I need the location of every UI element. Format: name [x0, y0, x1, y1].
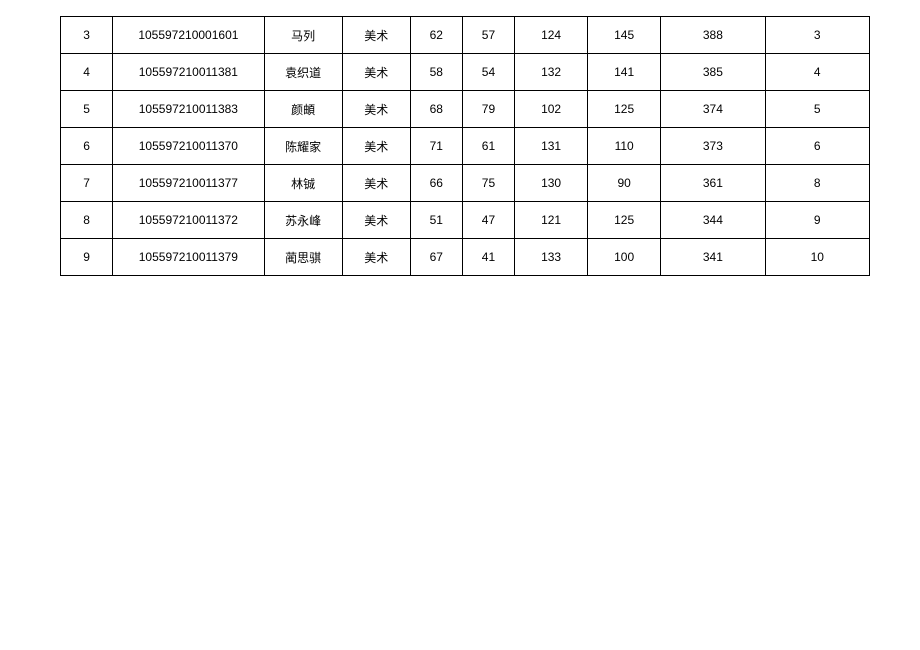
- cell-total: 373: [661, 128, 765, 165]
- cell-score2: 57: [462, 17, 514, 54]
- cell-id: 105597210011383: [113, 91, 264, 128]
- table-row: 4 105597210011381 袁织道 美术 58 54 132 141 3…: [61, 54, 870, 91]
- cell-total: 341: [661, 239, 765, 276]
- cell-rank: 5: [765, 91, 869, 128]
- cell-score3: 102: [515, 91, 588, 128]
- cell-subject: 美术: [342, 165, 410, 202]
- cell-index: 5: [61, 91, 113, 128]
- cell-rank: 8: [765, 165, 869, 202]
- cell-name: 苏永峰: [264, 202, 342, 239]
- cell-name: 林铖: [264, 165, 342, 202]
- cell-score4: 90: [588, 165, 661, 202]
- cell-score4: 125: [588, 202, 661, 239]
- table-row: 8 105597210011372 苏永峰 美术 51 47 121 125 3…: [61, 202, 870, 239]
- cell-total: 388: [661, 17, 765, 54]
- cell-score3: 124: [515, 17, 588, 54]
- cell-score4: 110: [588, 128, 661, 165]
- cell-id: 105597210011377: [113, 165, 264, 202]
- table-row: 7 105597210011377 林铖 美术 66 75 130 90 361…: [61, 165, 870, 202]
- cell-score1: 58: [410, 54, 462, 91]
- cell-index: 6: [61, 128, 113, 165]
- cell-name: 颜頔: [264, 91, 342, 128]
- cell-subject: 美术: [342, 91, 410, 128]
- cell-score4: 125: [588, 91, 661, 128]
- cell-id: 105597210001601: [113, 17, 264, 54]
- cell-score4: 100: [588, 239, 661, 276]
- cell-score1: 51: [410, 202, 462, 239]
- cell-index: 8: [61, 202, 113, 239]
- table-row: 6 105597210011370 陈耀家 美术 71 61 131 110 3…: [61, 128, 870, 165]
- cell-total: 374: [661, 91, 765, 128]
- cell-rank: 6: [765, 128, 869, 165]
- table-row: 3 105597210001601 马列 美术 62 57 124 145 38…: [61, 17, 870, 54]
- cell-score2: 75: [462, 165, 514, 202]
- cell-total: 385: [661, 54, 765, 91]
- cell-subject: 美术: [342, 17, 410, 54]
- cell-score1: 67: [410, 239, 462, 276]
- cell-score2: 79: [462, 91, 514, 128]
- cell-score2: 47: [462, 202, 514, 239]
- cell-subject: 美术: [342, 54, 410, 91]
- cell-id: 105597210011372: [113, 202, 264, 239]
- cell-subject: 美术: [342, 239, 410, 276]
- cell-score4: 141: [588, 54, 661, 91]
- data-table: 3 105597210001601 马列 美术 62 57 124 145 38…: [60, 16, 870, 276]
- cell-name: 蔺思骐: [264, 239, 342, 276]
- table-row: 5 105597210011383 颜頔 美术 68 79 102 125 37…: [61, 91, 870, 128]
- cell-score2: 54: [462, 54, 514, 91]
- cell-score3: 121: [515, 202, 588, 239]
- cell-score3: 133: [515, 239, 588, 276]
- cell-score1: 62: [410, 17, 462, 54]
- cell-rank: 3: [765, 17, 869, 54]
- cell-subject: 美术: [342, 202, 410, 239]
- cell-total: 361: [661, 165, 765, 202]
- cell-index: 9: [61, 239, 113, 276]
- cell-id: 105597210011370: [113, 128, 264, 165]
- cell-score2: 61: [462, 128, 514, 165]
- cell-index: 7: [61, 165, 113, 202]
- cell-index: 4: [61, 54, 113, 91]
- cell-rank: 4: [765, 54, 869, 91]
- cell-score2: 41: [462, 239, 514, 276]
- cell-name: 马列: [264, 17, 342, 54]
- cell-rank: 9: [765, 202, 869, 239]
- cell-name: 袁织道: [264, 54, 342, 91]
- cell-score4: 145: [588, 17, 661, 54]
- cell-score1: 66: [410, 165, 462, 202]
- cell-score3: 131: [515, 128, 588, 165]
- cell-score1: 68: [410, 91, 462, 128]
- cell-index: 3: [61, 17, 113, 54]
- table-body: 3 105597210001601 马列 美术 62 57 124 145 38…: [61, 17, 870, 276]
- cell-subject: 美术: [342, 128, 410, 165]
- cell-rank: 10: [765, 239, 869, 276]
- cell-score1: 71: [410, 128, 462, 165]
- cell-total: 344: [661, 202, 765, 239]
- table-row: 9 105597210011379 蔺思骐 美术 67 41 133 100 3…: [61, 239, 870, 276]
- cell-score3: 132: [515, 54, 588, 91]
- cell-name: 陈耀家: [264, 128, 342, 165]
- cell-id: 105597210011381: [113, 54, 264, 91]
- cell-score3: 130: [515, 165, 588, 202]
- cell-id: 105597210011379: [113, 239, 264, 276]
